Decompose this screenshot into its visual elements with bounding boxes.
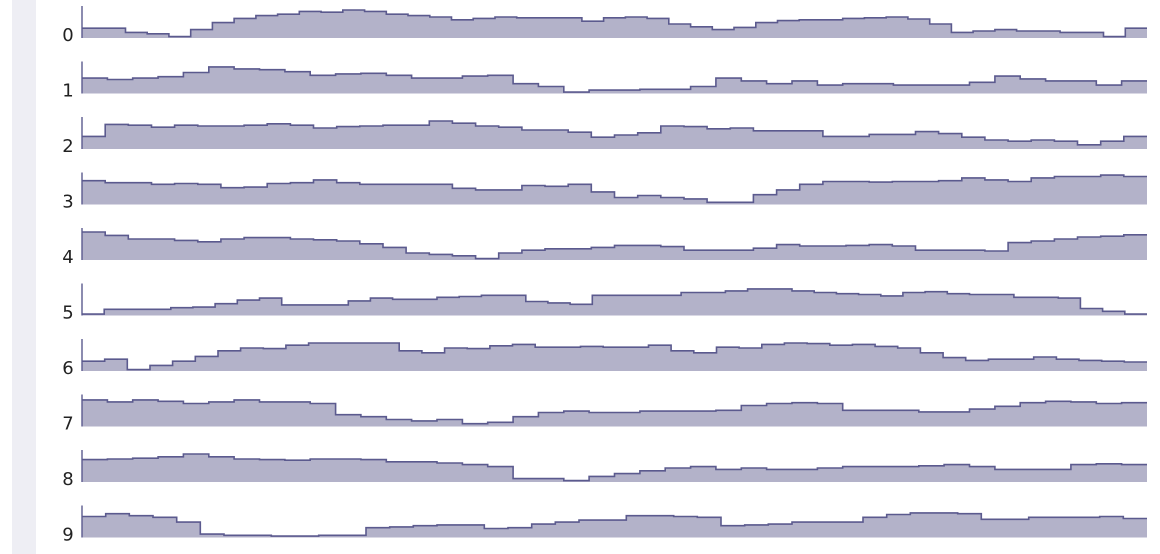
series-line-0	[82, 9, 1147, 38]
series-line-4	[82, 231, 1147, 260]
series-line-5	[82, 288, 1147, 315]
row-label-4: 4	[62, 247, 73, 268]
row-label-9: 9	[62, 525, 73, 546]
row-label-0: 0	[62, 25, 73, 46]
series-line-8	[82, 453, 1147, 482]
series-line-1	[82, 66, 1147, 93]
row-label-3: 3	[62, 192, 73, 213]
row-label-6: 6	[62, 358, 73, 379]
row-label-5: 5	[62, 303, 73, 324]
row-label-1: 1	[62, 81, 73, 102]
series-line-7	[82, 399, 1147, 425]
series-area-6	[82, 343, 1147, 371]
series-area-0	[82, 10, 1147, 38]
row-label-7: 7	[62, 414, 73, 435]
series-line-2	[82, 120, 1147, 146]
series-area-9	[82, 512, 1147, 538]
row-label-8: 8	[62, 469, 73, 490]
series-area-8	[82, 454, 1147, 482]
row-label-2: 2	[62, 136, 73, 157]
series-line-6	[82, 342, 1147, 371]
series-area-5	[82, 288, 1147, 316]
left-gutter-strip	[12, 0, 36, 554]
series-area-1	[82, 66, 1147, 94]
series-line-9	[82, 512, 1147, 537]
series-line-3	[82, 174, 1147, 204]
